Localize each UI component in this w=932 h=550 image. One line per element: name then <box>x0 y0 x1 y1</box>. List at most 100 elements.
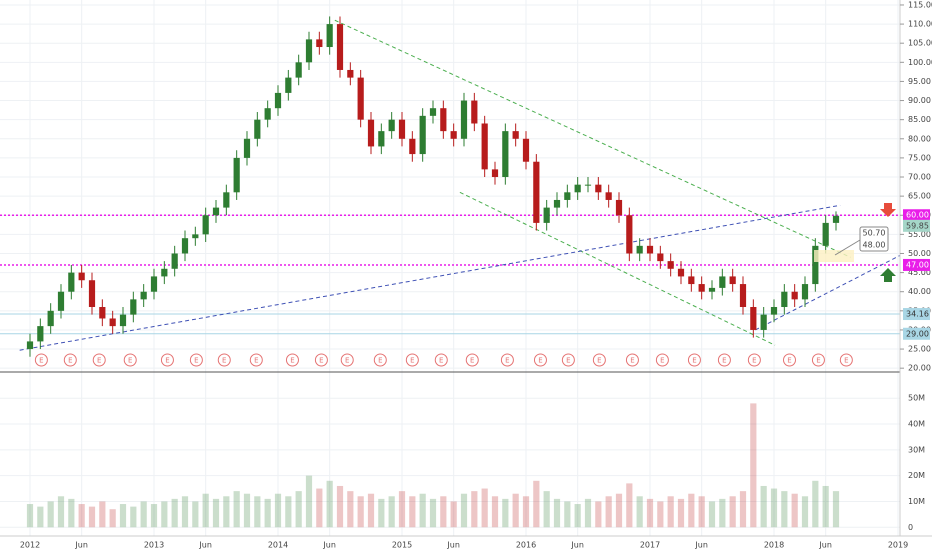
x-tick-label: Jun <box>570 541 584 550</box>
x-tick-label: 2016 <box>516 541 536 550</box>
earnings-marker <box>217 353 231 367</box>
candle-body <box>140 291 147 300</box>
earnings-marker <box>92 353 106 367</box>
earnings-marker <box>655 353 669 367</box>
volume-bar <box>150 504 158 528</box>
candle-body <box>636 245 643 254</box>
volume-bar <box>181 496 189 528</box>
candle-body <box>171 253 178 269</box>
earnings-marker <box>314 353 328 367</box>
y-tick-label: 50.00 <box>908 249 931 258</box>
candle-body <box>130 299 137 315</box>
volume-bar <box>770 488 778 528</box>
earnings-label: E <box>128 357 132 365</box>
candle-body <box>109 318 116 327</box>
annotation-text: 48.00 <box>863 241 886 250</box>
volume-bar <box>57 496 65 528</box>
volume-bar <box>553 498 561 528</box>
earnings-label: E <box>68 357 72 365</box>
x-tick-label: Jun <box>322 541 336 550</box>
candle-body <box>78 272 85 281</box>
candle-body <box>502 131 509 178</box>
candle-body <box>698 284 705 292</box>
candle-body <box>37 326 44 342</box>
candle-body <box>212 207 220 216</box>
volume-tick-label: 40M <box>908 420 925 429</box>
earnings-label: E <box>660 357 664 365</box>
earnings-marker <box>465 353 479 367</box>
volume-bar <box>88 506 96 528</box>
candle-body <box>460 100 468 139</box>
support-arrow <box>880 268 896 282</box>
candle-body <box>398 119 406 139</box>
last-price-label: 59.85 <box>906 221 929 230</box>
candle-body <box>832 215 840 223</box>
volume-bar <box>595 501 602 528</box>
candle-body <box>450 131 457 139</box>
volume-bar <box>223 496 230 528</box>
candle-body <box>347 69 354 78</box>
volume-bar <box>750 403 757 528</box>
candle-body <box>243 138 251 158</box>
candle-body <box>791 291 798 300</box>
candle-body <box>68 272 75 292</box>
volume-bar <box>719 498 726 528</box>
earnings-label: E <box>97 357 101 365</box>
volume-bar <box>512 493 519 528</box>
earnings-label: E <box>222 357 226 365</box>
earnings-marker <box>747 353 761 367</box>
y-tick-label: 80.00 <box>908 134 931 143</box>
candle-body <box>770 307 778 315</box>
candle-body <box>440 108 447 132</box>
x-tick-label: 2013 <box>144 541 164 550</box>
y-tick-label: 20.00 <box>908 364 931 373</box>
volume-bar <box>491 496 499 528</box>
volume-bar <box>522 496 530 528</box>
candle-body <box>688 276 695 285</box>
earnings-marker <box>533 353 547 367</box>
candle-body <box>150 276 158 292</box>
volume-bar <box>316 488 323 528</box>
volume-bar <box>832 491 840 528</box>
earnings-label: E <box>787 357 791 365</box>
volume-bar <box>202 493 209 528</box>
x-tick-label: 2015 <box>392 541 412 550</box>
earnings-marker <box>189 353 203 367</box>
volume-bar <box>192 501 199 528</box>
volume-bar <box>130 506 137 528</box>
x-tick-label: 2017 <box>640 541 660 550</box>
volume-bar <box>481 488 488 528</box>
earnings-marker <box>592 353 606 367</box>
earnings-marker <box>249 353 263 367</box>
volume-bar <box>646 498 654 528</box>
y-tick-label: 95.00 <box>908 77 931 86</box>
volume-bar <box>274 493 282 528</box>
candle-body <box>719 276 726 288</box>
earnings-label: E <box>378 357 382 365</box>
earnings-marker <box>340 353 354 367</box>
volume-bar <box>295 491 302 528</box>
candle-body <box>388 119 395 132</box>
volume-bar <box>460 493 468 528</box>
level-label-bg <box>903 327 930 340</box>
trendline <box>459 191 776 346</box>
grid <box>0 0 900 536</box>
candle-body <box>161 268 168 277</box>
volume-bar <box>543 491 550 528</box>
volume-bar <box>574 504 581 528</box>
volume-bar <box>233 491 240 528</box>
candle-body <box>285 77 292 93</box>
candle-body <box>305 39 313 63</box>
volume-bar <box>326 480 333 528</box>
volume-bar <box>677 498 685 528</box>
candle-body <box>295 62 302 78</box>
candle-body <box>47 310 54 327</box>
earnings-marker <box>160 353 174 367</box>
volume-bar <box>285 496 292 528</box>
candle-body <box>512 131 519 139</box>
candle-body <box>657 253 664 262</box>
volume-bar <box>409 496 416 528</box>
earnings-label: E <box>410 357 414 365</box>
volume-bar <box>119 504 127 528</box>
volume-bar <box>161 501 168 528</box>
